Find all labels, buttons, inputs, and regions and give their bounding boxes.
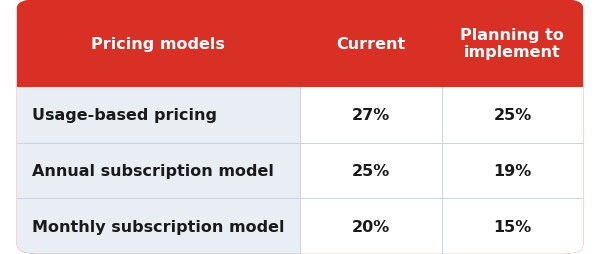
FancyBboxPatch shape [17,199,300,254]
Text: 20%: 20% [352,219,390,234]
FancyBboxPatch shape [300,143,442,199]
Text: 25%: 25% [352,163,390,178]
FancyBboxPatch shape [442,199,583,254]
Text: Planning to
implement: Planning to implement [460,28,565,60]
Text: Usage-based pricing: Usage-based pricing [32,108,217,123]
FancyBboxPatch shape [17,143,300,199]
Text: Pricing models: Pricing models [91,37,226,51]
FancyBboxPatch shape [300,88,442,143]
Text: Current: Current [336,37,406,51]
Text: 19%: 19% [493,163,532,178]
Text: 27%: 27% [352,108,390,123]
FancyBboxPatch shape [17,88,300,143]
Text: Monthly subscription model: Monthly subscription model [32,219,284,234]
FancyBboxPatch shape [17,0,583,254]
Text: 25%: 25% [493,108,532,123]
FancyBboxPatch shape [442,88,583,143]
Text: 15%: 15% [493,219,532,234]
Text: Annual subscription model: Annual subscription model [32,163,274,178]
FancyBboxPatch shape [442,143,583,199]
FancyBboxPatch shape [300,199,442,254]
